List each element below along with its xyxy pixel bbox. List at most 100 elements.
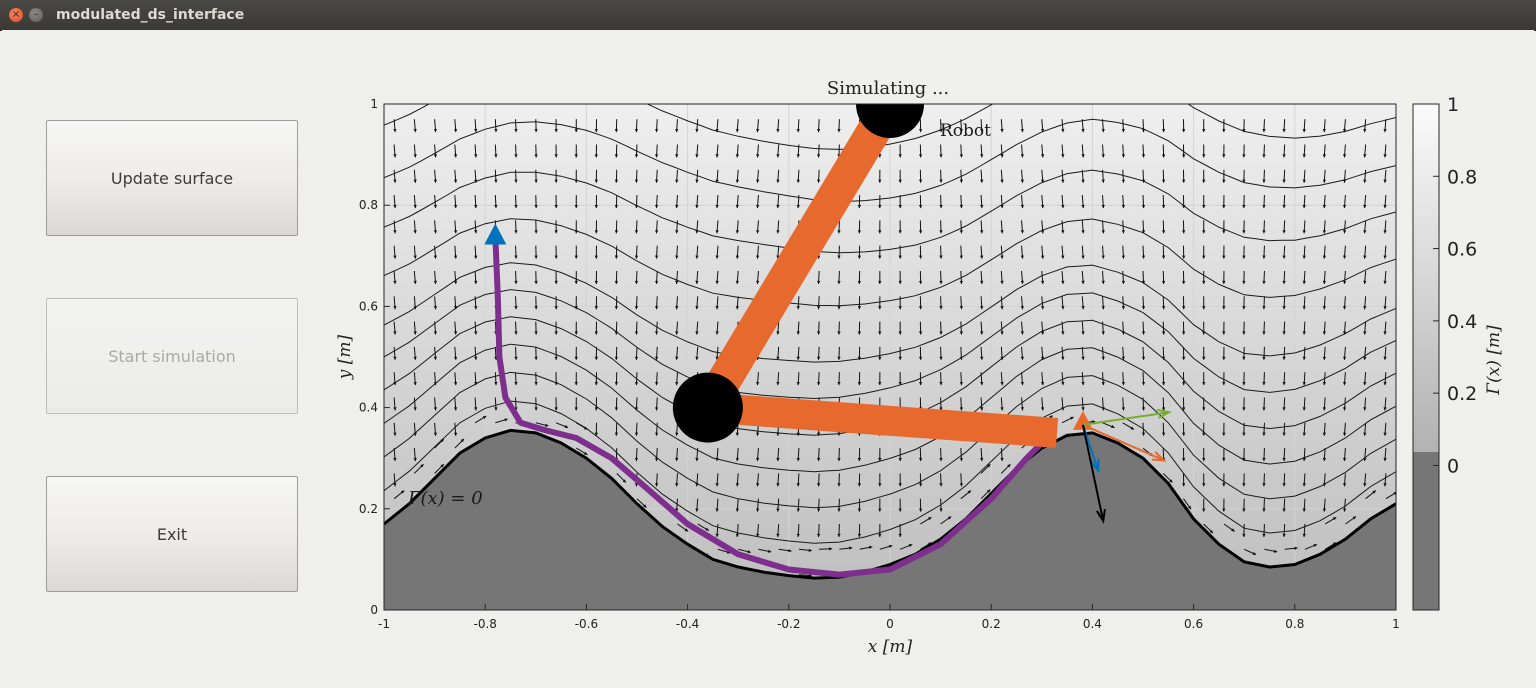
field-arrowhead: [1141, 382, 1146, 386]
field-arrowhead: [494, 204, 498, 209]
field-arrowhead: [594, 432, 599, 436]
field-arrowhead: [849, 546, 853, 550]
end-effector-arrowhead: [1096, 509, 1106, 524]
field-arrowhead: [494, 129, 498, 133]
field-arrowhead: [433, 128, 438, 133]
field-arrowhead: [1302, 483, 1306, 487]
field-arrowhead: [482, 416, 487, 420]
field-arrowhead: [675, 129, 679, 133]
field-arrowhead: [1081, 255, 1085, 259]
field-arrowhead: [878, 280, 882, 284]
field-arrowhead: [474, 129, 478, 133]
field-arrowhead: [1363, 306, 1367, 310]
field-arrowhead: [908, 544, 913, 548]
field-arrowhead: [898, 457, 902, 462]
field-arrowhead: [1020, 381, 1024, 386]
robot-link-upper: [693, 104, 905, 417]
field-arrowhead: [816, 483, 821, 487]
field-arrowhead: [1332, 517, 1337, 521]
field-arrowhead: [1161, 382, 1166, 386]
update-surface-button[interactable]: Update surface: [46, 120, 298, 236]
field-arrowhead: [705, 527, 709, 531]
field-arrowhead: [776, 179, 780, 183]
field-arrowhead: [735, 306, 740, 310]
field-arrowhead: [898, 280, 902, 284]
field-arrowhead: [453, 306, 458, 310]
field-arrowhead: [928, 517, 932, 521]
field-arrowhead: [514, 129, 518, 133]
field-arrowhead: [1222, 407, 1226, 411]
field-arrowhead: [756, 255, 760, 259]
field-arrowhead: [1121, 129, 1126, 133]
field-arrowhead: [776, 356, 780, 360]
field-arrowhead: [1121, 407, 1126, 411]
field-arrowhead: [1363, 381, 1367, 386]
field-arrowhead: [1061, 356, 1065, 360]
field-arrowhead: [554, 407, 558, 411]
field-arrowhead: [433, 154, 438, 158]
field-arrowhead: [735, 255, 740, 259]
field-arrowhead: [554, 129, 558, 133]
field-arrowhead: [634, 407, 639, 411]
trajectory-path: [492, 232, 1045, 578]
simulation-plot[interactable]: Simulating ... Robot Γ(x) = 0 -1 -0.8 -0.6…: [328, 74, 1518, 674]
field-arrowhead: [898, 179, 902, 183]
field-arrowhead: [816, 457, 821, 462]
field-arrowhead: [634, 179, 639, 183]
field-arrowhead: [675, 331, 679, 335]
field-arrowhead: [1262, 533, 1266, 537]
exit-button[interactable]: Exit: [46, 476, 298, 592]
field-arrowhead: [684, 528, 689, 532]
field-arrowhead: [594, 154, 599, 158]
field-arrowhead: [776, 457, 780, 462]
field-arrowhead: [1242, 255, 1246, 259]
field-arrowhead: [634, 230, 639, 234]
end-effector-arrowhead: [1157, 408, 1172, 419]
field-arrowhead: [1141, 407, 1146, 411]
field-arrowhead: [474, 407, 478, 411]
field-arrowhead: [1081, 356, 1085, 360]
field-arrowhead: [1181, 129, 1186, 133]
field-arrowhead: [634, 154, 639, 158]
field-arrowhead: [837, 508, 841, 512]
field-arrowhead: [1040, 356, 1045, 360]
field-arrowhead: [796, 179, 800, 183]
field-arrowhead: [756, 381, 760, 386]
field-arrowhead: [1000, 457, 1004, 462]
field-arrowhead: [1020, 306, 1024, 310]
field-arrowhead: [474, 331, 478, 335]
field-arrowhead: [715, 128, 719, 133]
main-panel: Update surface Start simulation Exit Sim…: [2, 30, 1534, 686]
field-arrowhead: [959, 129, 964, 133]
field-arrowhead: [695, 280, 699, 284]
minimize-window-icon[interactable]: –: [29, 8, 43, 22]
field-arrowhead: [1262, 255, 1266, 259]
field-arrowhead: [654, 356, 659, 360]
field-arrowhead: [715, 306, 719, 310]
field-arrowhead: [514, 179, 518, 183]
field-arrowhead: [393, 204, 397, 209]
field-arrowhead: [514, 204, 518, 209]
field-arrowhead: [1020, 204, 1024, 209]
field-arrowhead: [1222, 255, 1226, 259]
field-arrowhead: [1383, 483, 1387, 487]
x-tick-label: -0.4: [676, 617, 699, 631]
field-arrowhead: [918, 179, 923, 183]
field-arrowhead: [695, 154, 699, 158]
field-arrowhead: [654, 382, 659, 386]
field-arrowhead: [622, 479, 626, 483]
start-simulation-button[interactable]: Start simulation: [46, 298, 298, 414]
field-arrowhead: [857, 280, 862, 284]
field-arrowhead: [1181, 457, 1186, 462]
field-arrowhead: [1322, 204, 1327, 209]
field-arrowhead: [1302, 407, 1306, 411]
field-arrowhead: [735, 533, 740, 537]
field-arrowhead: [1040, 179, 1045, 183]
field-arrowhead: [1040, 255, 1045, 259]
contour-line: [384, 371, 1396, 509]
close-window-icon[interactable]: ×: [9, 8, 23, 22]
field-arrowhead: [756, 533, 760, 537]
field-arrowhead: [939, 306, 943, 310]
field-arrowhead: [554, 154, 558, 158]
field-arrowhead: [1222, 508, 1226, 512]
